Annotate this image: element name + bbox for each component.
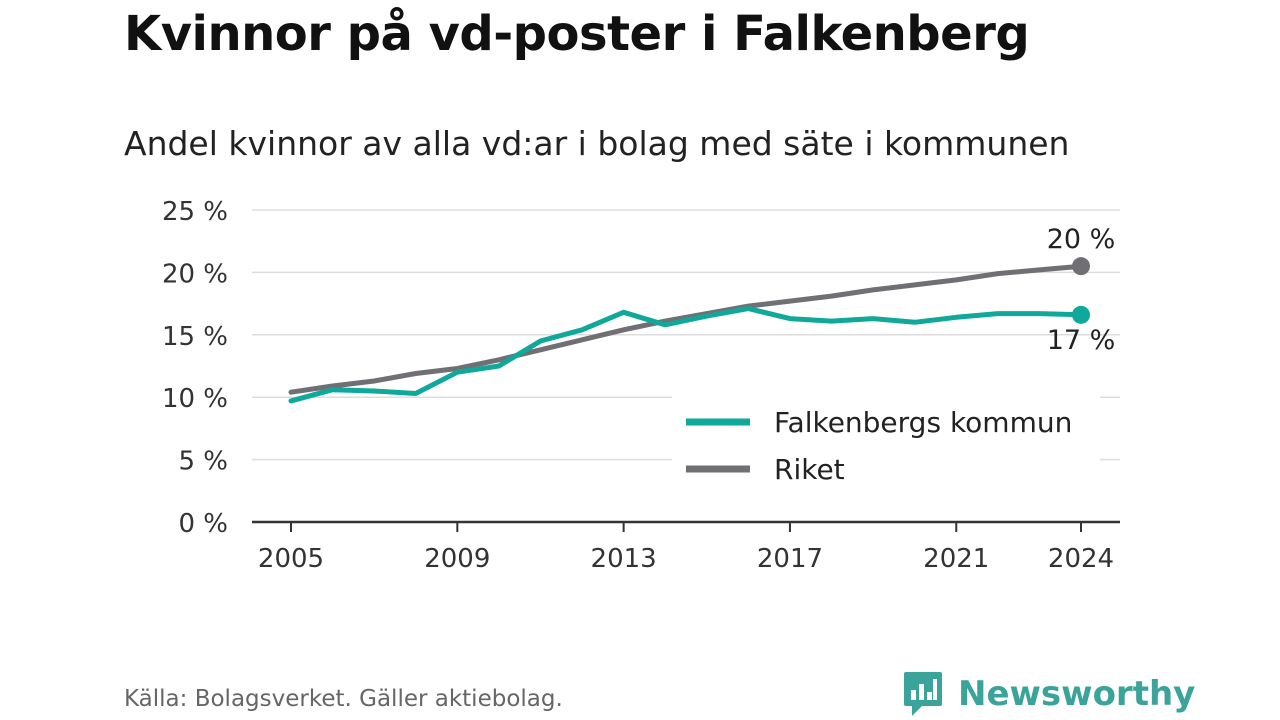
x-axis: 2005 2009 2013 2017 2021 2024	[252, 520, 1120, 574]
end-value-label: 20 %	[1047, 224, 1116, 255]
y-tick-label: 5 %	[178, 447, 228, 477]
y-tick-label: 15 %	[162, 322, 228, 352]
chart-title: Kvinnor på vd-poster i Falkenberg	[124, 6, 1030, 62]
y-tick-label: 20 %	[162, 259, 228, 289]
x-tick-label: 2009	[424, 544, 490, 574]
x-tick-label: 2005	[258, 544, 324, 574]
chart-subtitle: Andel kvinnor av alla vd:ar i bolag med …	[124, 124, 1070, 163]
y-axis: 0 % 5 % 10 % 15 % 20 % 25 %	[162, 197, 228, 539]
end-point[interactable]	[1072, 305, 1090, 324]
x-tick-label: 2013	[591, 544, 657, 574]
series-line[interactable]	[288, 263, 1084, 395]
x-tick-label: 2017	[757, 544, 823, 574]
bar-chart-speech-bubble-icon	[904, 672, 942, 716]
legend-label[interactable]: Falkenbergs kommun	[774, 406, 1072, 439]
end-point[interactable]	[1072, 257, 1090, 276]
brand-logo[interactable]: Newsworthy	[902, 670, 1195, 718]
y-tick-label: 10 %	[162, 384, 228, 414]
source-note: Källa: Bolagsverket. Gäller aktiebolag.	[124, 686, 563, 712]
legend[interactable]: Falkenbergs kommun Riket	[672, 396, 1100, 488]
x-tick-label: 2021	[923, 544, 989, 574]
series-line[interactable]	[288, 306, 1084, 404]
end-value-label: 17 %	[1047, 325, 1116, 356]
y-tick-label: 25 %	[162, 197, 228, 227]
legend-label[interactable]: Riket	[774, 453, 845, 486]
x-tick-label: 2024	[1048, 544, 1114, 574]
series-lines: 17 % 20 %	[288, 224, 1116, 404]
y-tick-label: 0 %	[178, 509, 228, 539]
legend-background	[672, 396, 1100, 488]
brand-name: Newsworthy	[958, 674, 1196, 714]
